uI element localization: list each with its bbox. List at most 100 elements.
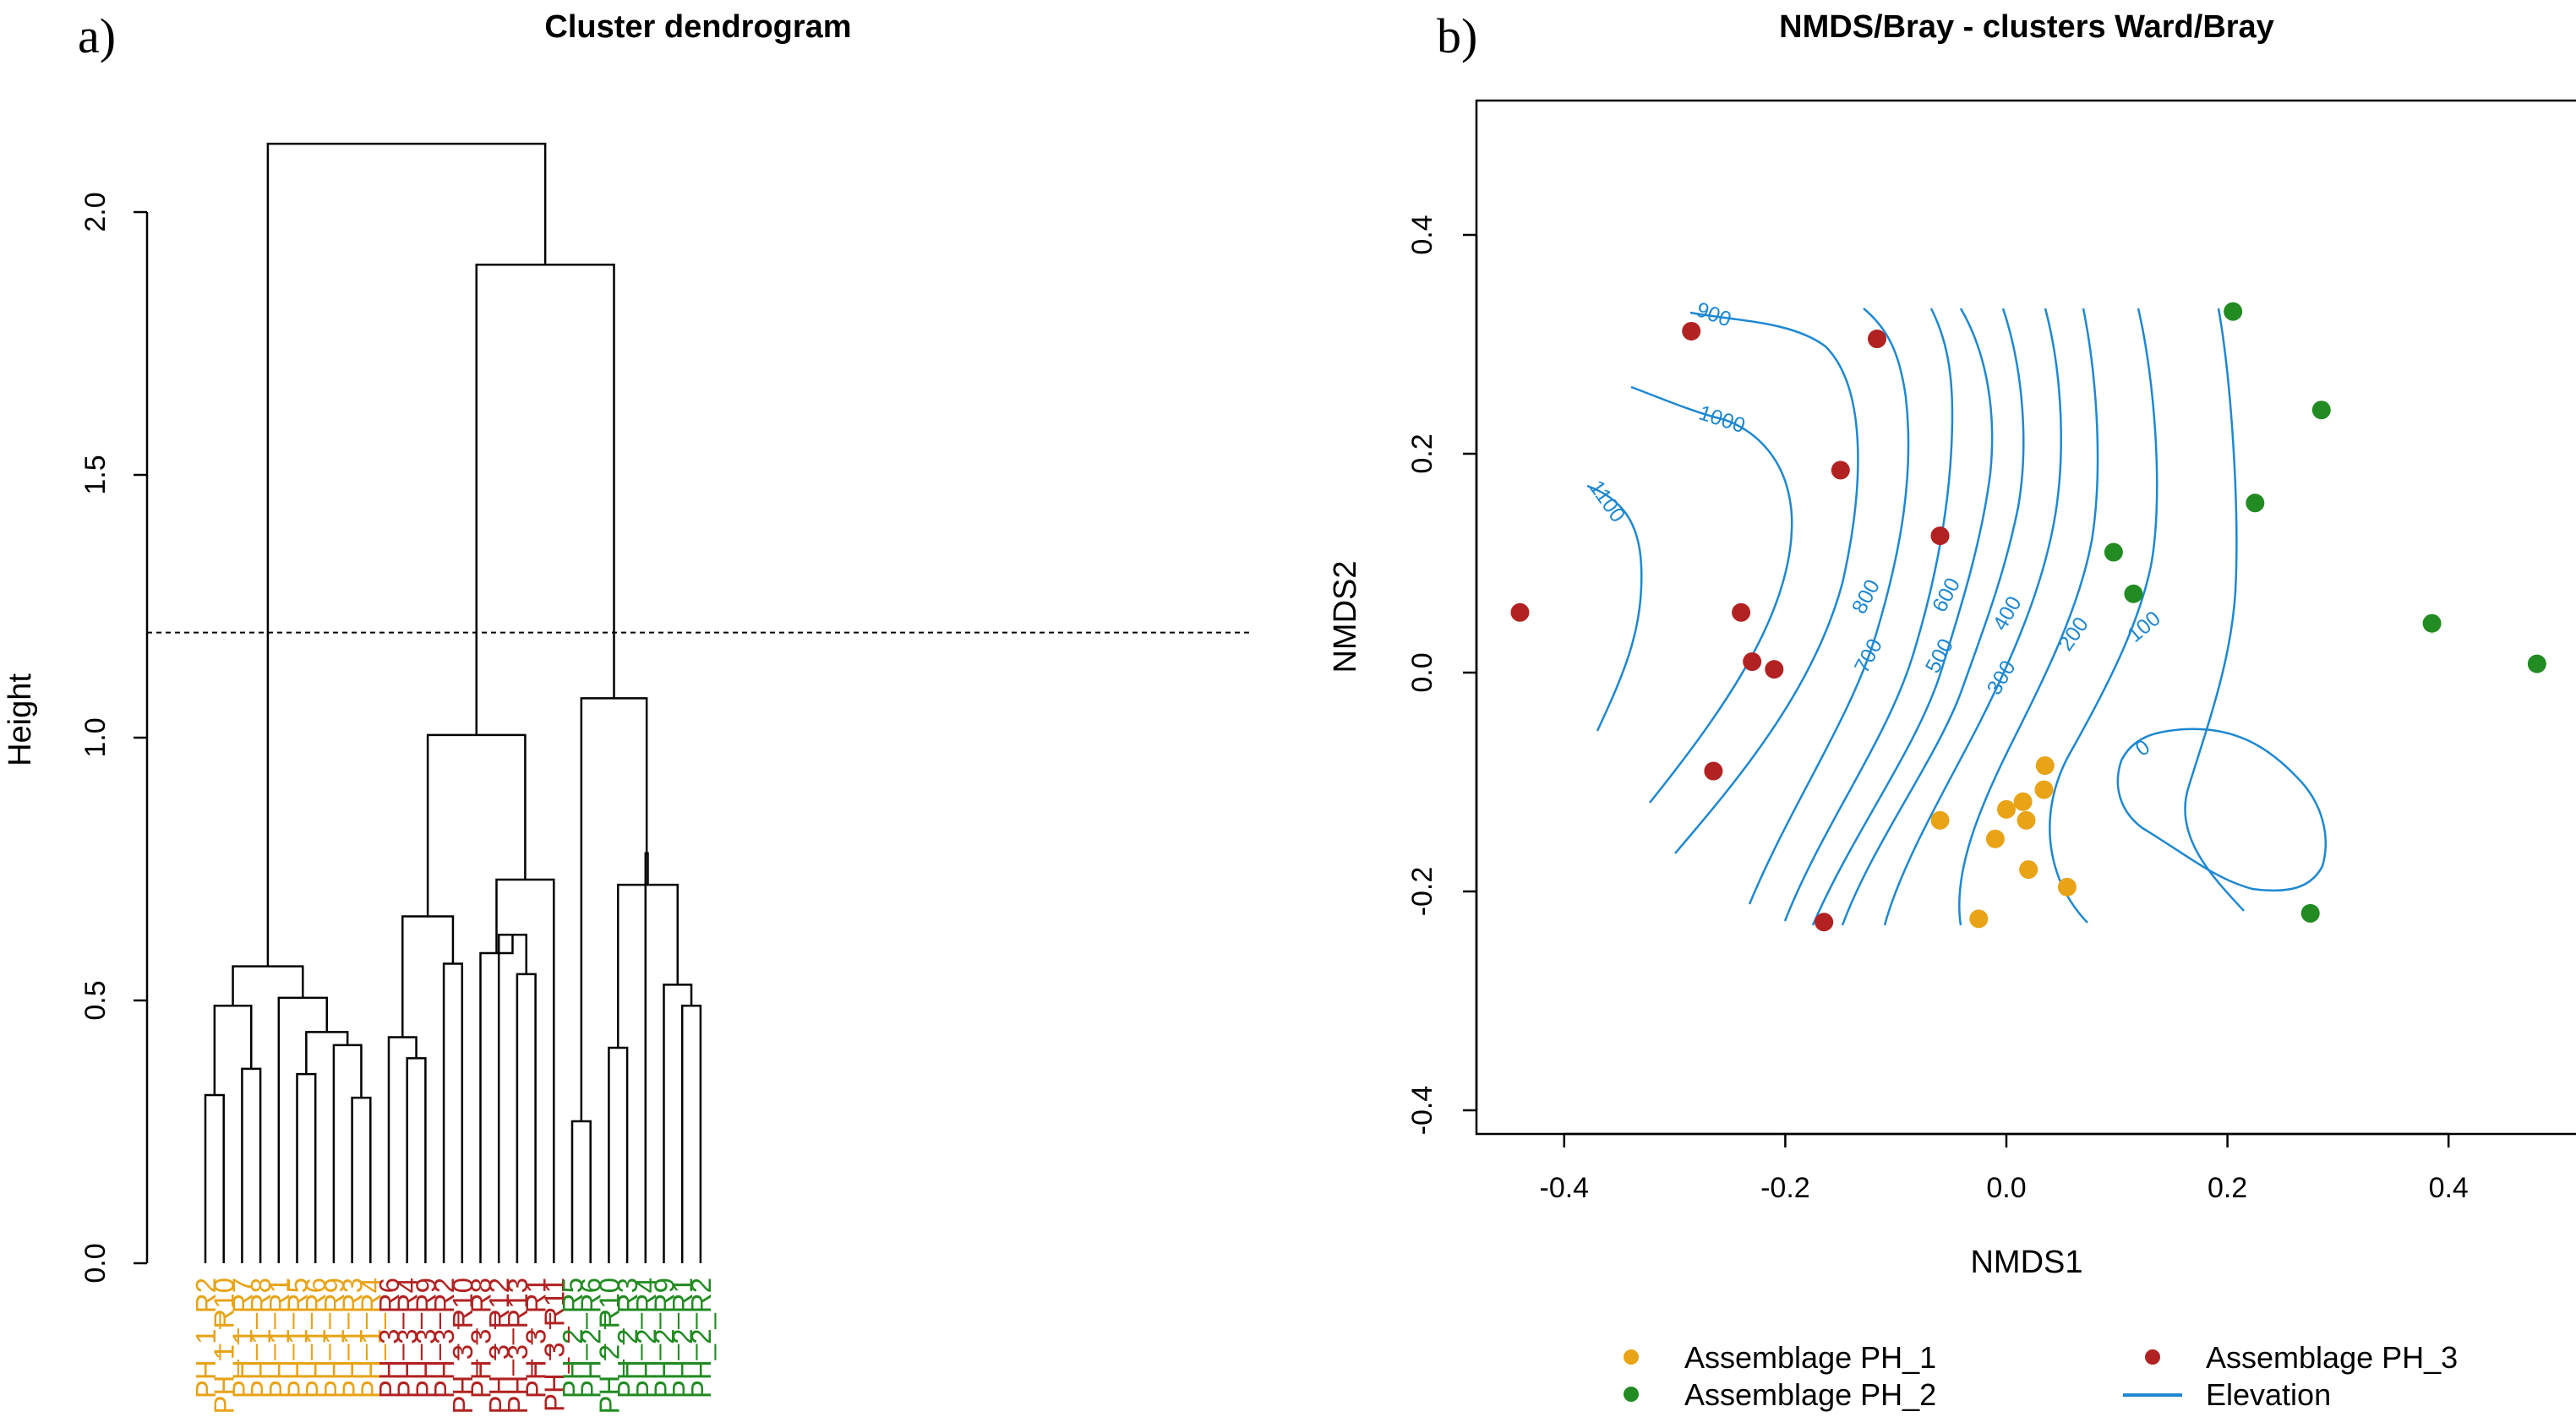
dendrogram-branch — [608, 1046, 629, 1263]
contour-line-1000 — [1630, 385, 1793, 804]
leaf-label: PH_1_R9 — [319, 1278, 350, 1398]
leaf-label: PH_1_R7 — [226, 1278, 258, 1398]
nmds-panel: b) NMDS/Bray - clusters Ward/Bray NMDS1 … — [1328, 8, 2576, 1412]
point-ph2 — [2300, 903, 2320, 923]
leaf-label: PH_2_R9 — [649, 1278, 680, 1398]
dendrogram-branch — [213, 1004, 253, 1095]
dendrogram-branch — [296, 1072, 317, 1263]
point-ph3 — [1765, 660, 1784, 679]
contour-line-1100 — [1586, 484, 1643, 732]
point-ph3 — [1704, 761, 1723, 781]
contour-line-600 — [1811, 308, 1994, 926]
leaf-label: PH_3_R6 — [374, 1278, 405, 1398]
point-ph1 — [2057, 877, 2077, 897]
contour-label-1100: 1100 — [1585, 476, 1630, 526]
contour-line-200 — [2049, 308, 2158, 924]
y-tick-label: 2.0 — [79, 192, 112, 232]
leaf-label: PH_3_R2 — [428, 1278, 460, 1398]
point-ph3 — [1510, 602, 1530, 622]
dendrogram-branch — [277, 996, 329, 1263]
legend-item-ph1: Assemblage PH_1 — [1624, 1340, 1936, 1375]
dendrogram-branch — [680, 1004, 702, 1263]
dendrogram-branch — [406, 1057, 427, 1263]
dendrogram-title: Cluster dendrogram — [544, 9, 851, 45]
dendrogram-branch — [351, 1096, 372, 1263]
contour-line-700 — [1783, 308, 1954, 922]
point-ph1 — [2013, 792, 2033, 811]
legend-label-ph2: Assemblage PH_2 — [1684, 1377, 1936, 1412]
point-ph3 — [1732, 602, 1751, 622]
legend-label-elevation: Elevation — [2206, 1377, 2331, 1412]
leaf-label: PH_1_R8 — [245, 1278, 276, 1398]
elevation-contours — [1586, 308, 2327, 926]
dendrogram-branch — [479, 935, 514, 1263]
dendrogram-branch — [332, 1044, 363, 1263]
nmds-y-axis: -0.4 -0.2 0.0 0.2 0.4 — [1406, 215, 1478, 1135]
contour-label-500: 500 — [1921, 635, 1958, 677]
dendrogram-branch — [663, 984, 693, 1263]
dendrogram-branch — [232, 965, 304, 1006]
point-ph1 — [1997, 799, 2016, 819]
panel-a-label: a) — [78, 8, 116, 63]
x-tick-label: -0.2 — [1760, 1172, 1810, 1204]
contour-label-0: 0 — [2131, 735, 2154, 761]
panel-b-label: b) — [1437, 8, 1477, 63]
leaf-label: PH_1_R3 — [337, 1278, 368, 1398]
legend-label-ph3: Assemblage PH_3 — [2206, 1340, 2458, 1375]
dendrogram-branch — [497, 934, 527, 1263]
point-ph2 — [2311, 401, 2331, 420]
nmds-points — [1510, 302, 2546, 932]
legend-item-ph2: Assemblage PH_2 — [1624, 1377, 1936, 1412]
legend-marker-ph3 — [2145, 1349, 2160, 1365]
point-ph3 — [1815, 913, 1834, 932]
point-ph1 — [1930, 810, 1950, 830]
point-ph2 — [2104, 542, 2123, 562]
y-tick-label: 0.0 — [79, 1243, 112, 1283]
point-ph2 — [2224, 302, 2243, 321]
contour-line-900 — [1674, 311, 1859, 854]
leaf-label: PH_1_R5 — [282, 1278, 314, 1398]
leaf-label: PH_1_R1 — [264, 1278, 295, 1398]
y-tick-label: -0.2 — [1406, 867, 1438, 917]
y-tick-label: 1.5 — [79, 455, 112, 494]
leaf-label: PH_2_R10 — [593, 1278, 625, 1414]
y-tick-label: 0.2 — [1406, 433, 1438, 473]
contour-label-200: 200 — [2054, 613, 2093, 655]
leaf-label: PH_2_R5 — [557, 1278, 588, 1398]
legend-marker-ph2 — [1624, 1387, 1639, 1402]
nmds-legend: Assemblage PH_1 Assemblage PH_3 Assembla… — [1624, 1340, 2458, 1412]
nmds-xlabel: NMDS1 — [1970, 1245, 2082, 1280]
dendrogram-branch — [442, 962, 464, 1263]
point-ph3 — [1743, 652, 1762, 672]
leaf-label: PH_3_R9 — [410, 1278, 441, 1398]
dendrogram-branch — [617, 883, 679, 1048]
dendrogram-branch — [241, 1067, 262, 1263]
point-ph3 — [1867, 330, 1886, 349]
y-tick-label: 1.0 — [79, 717, 112, 757]
legend-label-ph1: Assemblage PH_1 — [1684, 1340, 1936, 1375]
leaf-label: PH_3_R11 — [538, 1278, 570, 1412]
point-ph2 — [2246, 493, 2265, 513]
leaf-label: PH_2_R1 — [667, 1278, 698, 1398]
dendrogram-branch — [204, 1093, 225, 1263]
contour-line-0 — [2116, 728, 2327, 892]
x-tick-label: 0.0 — [1986, 1172, 2026, 1204]
leaf-label: PH_3_R8 — [466, 1278, 497, 1398]
leaf-label: PH_2_R3 — [612, 1278, 643, 1398]
dendrogram-panel: a) Cluster dendrogram Height 0.0 0.5 1.0 1.… — [3, 8, 1249, 1414]
x-tick-label: -0.4 — [1540, 1172, 1590, 1204]
contour-label-1000: 1000 — [1696, 401, 1749, 438]
point-ph3 — [1682, 321, 1701, 341]
contour-label-800: 800 — [1847, 575, 1885, 618]
leaf-label: PH_1_R6 — [300, 1278, 331, 1398]
leaf-label: PH_1_R2 — [190, 1278, 221, 1398]
contour-label-700: 700 — [1850, 635, 1887, 677]
contour-line-300 — [1958, 308, 2099, 926]
point-ph3 — [1831, 461, 1850, 480]
dendrogram-branch — [475, 263, 615, 735]
point-ph3 — [1930, 526, 1950, 546]
contour-line-800 — [1748, 308, 1910, 905]
y-tick-label: 0.0 — [1406, 652, 1438, 692]
dendrogram-branch — [495, 878, 555, 1263]
